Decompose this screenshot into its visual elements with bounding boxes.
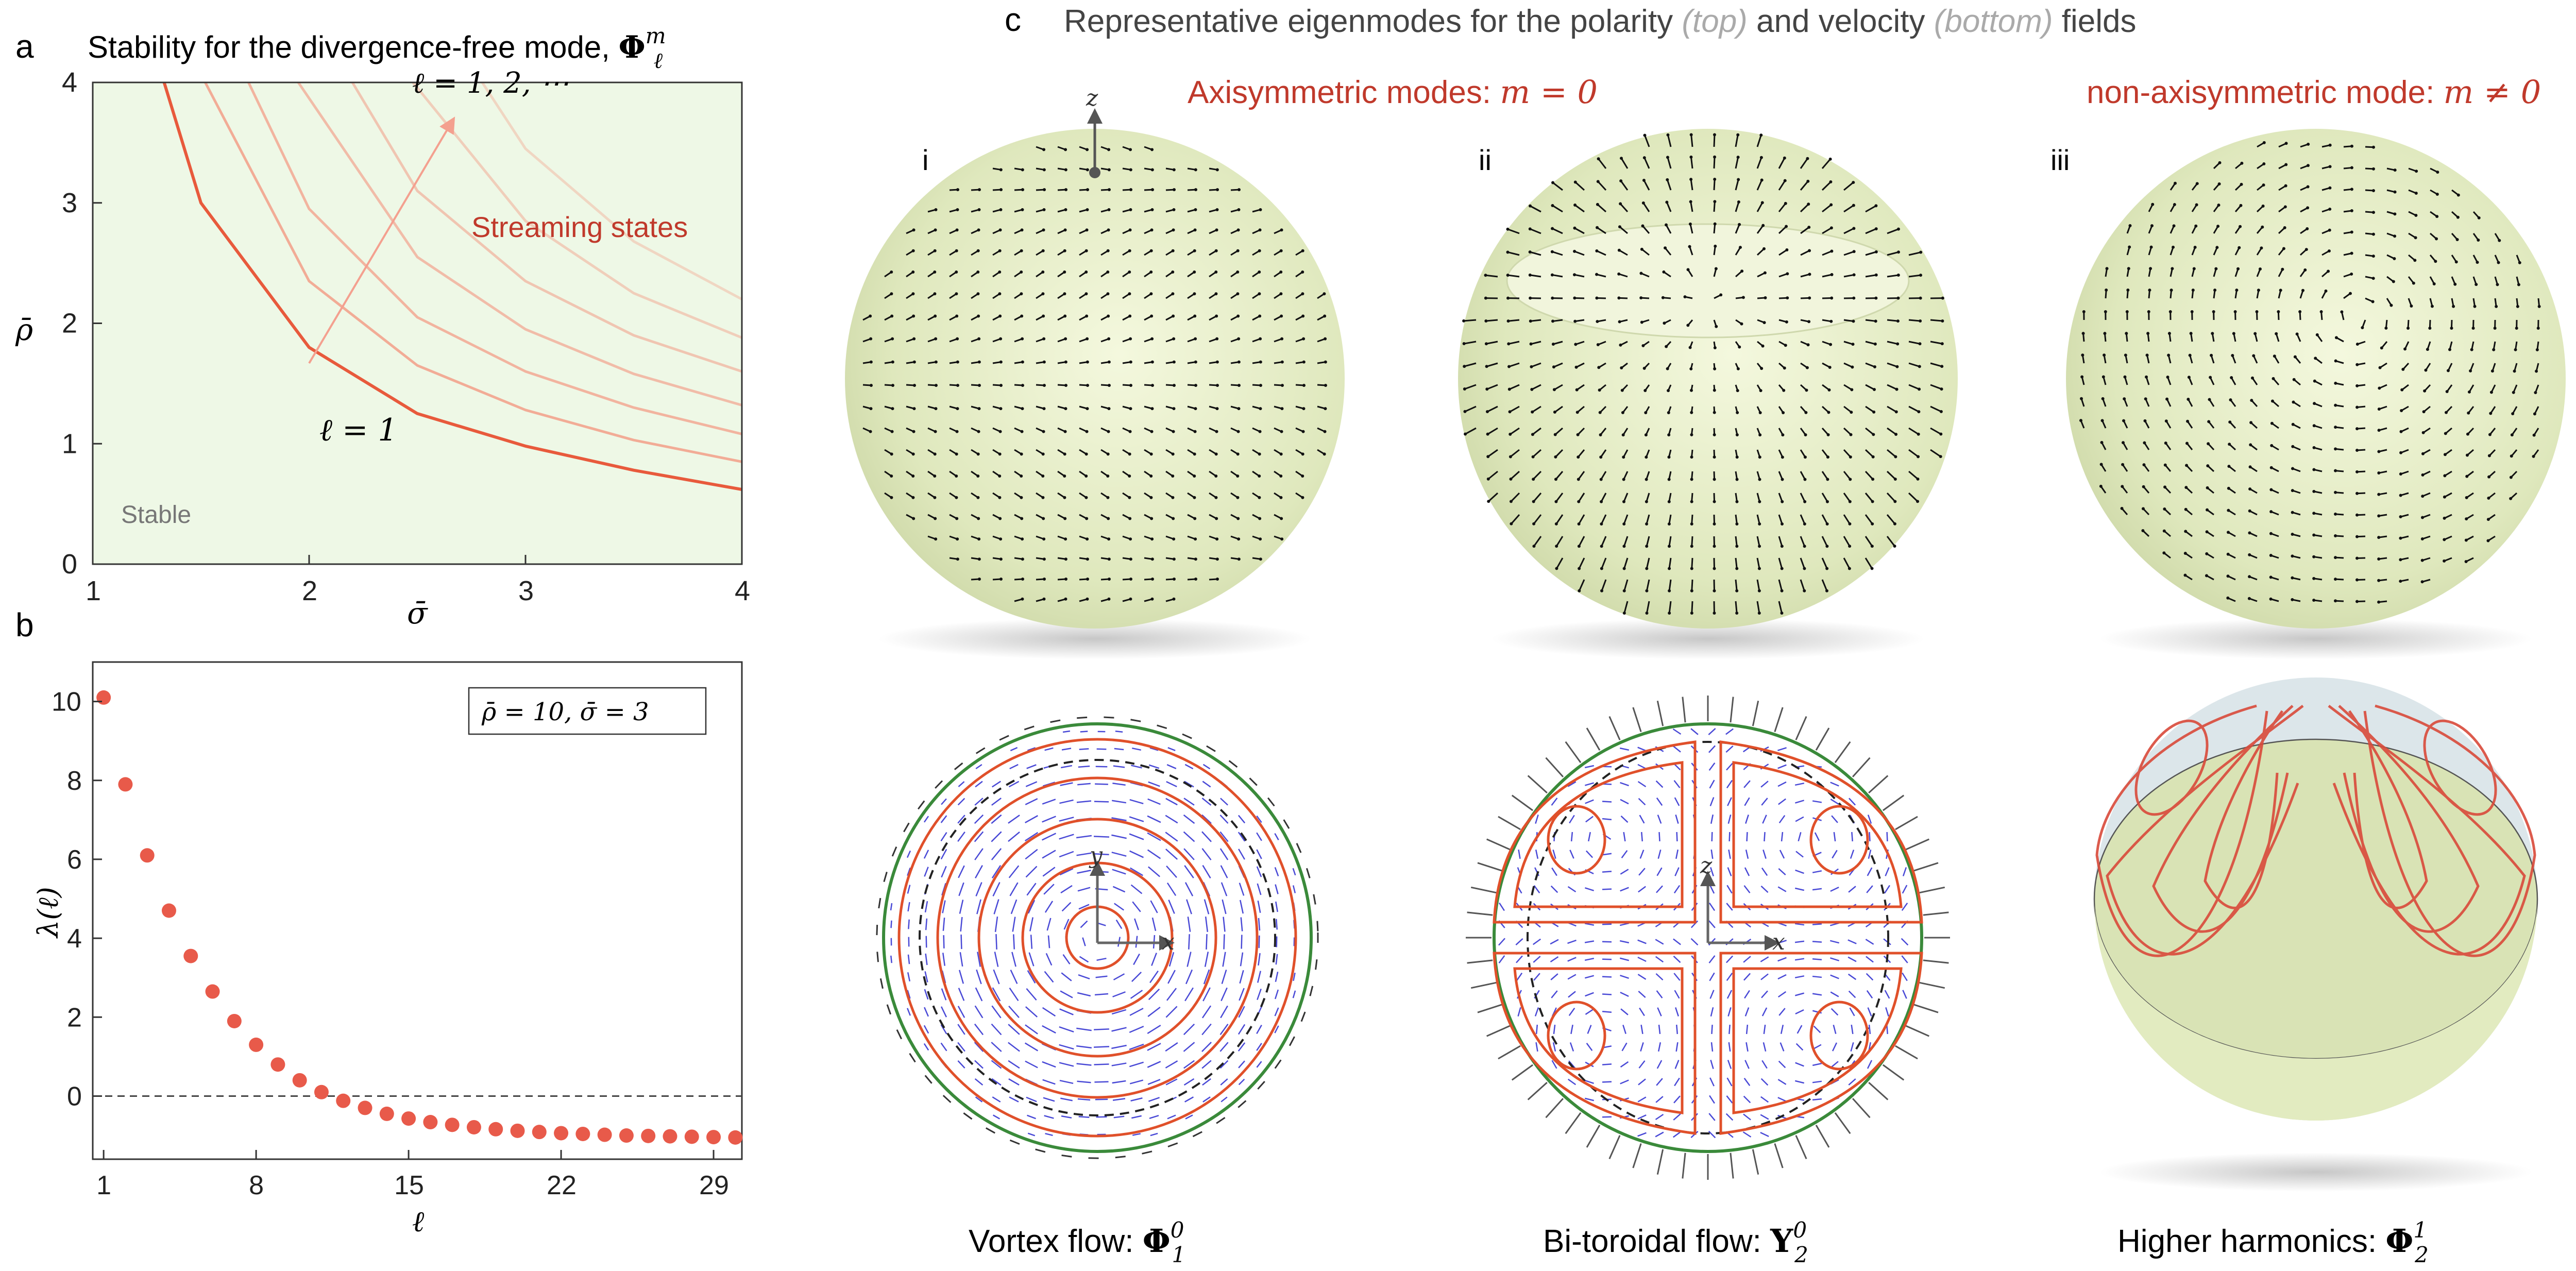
lambda-plot-frame bbox=[93, 662, 742, 1159]
lambda-plot: 1 8 15 22 29 0 2 4 6 8 10 bbox=[52, 687, 742, 1200]
panel-b-ylabel: λ(ℓ) bbox=[32, 887, 64, 939]
panel-a-title: Stability for the divergence-free mode, … bbox=[88, 23, 666, 73]
panel-c-letter: c bbox=[1005, 1, 1021, 38]
panel-b-ytick: 0 bbox=[67, 1081, 82, 1111]
lambda-point bbox=[162, 904, 176, 918]
lambda-point bbox=[575, 1127, 590, 1141]
annotation-l-1: ℓ = 1 bbox=[319, 412, 398, 448]
panel-b-xtick: 15 bbox=[394, 1171, 424, 1200]
panel-c-title: Representative eigenmodes for the polari… bbox=[1064, 4, 2137, 39]
panel-b-ytick: 6 bbox=[67, 845, 82, 875]
panel-b-xtick: 29 bbox=[699, 1171, 729, 1200]
panel-b-xtick: 22 bbox=[547, 1171, 577, 1200]
lambda-point bbox=[401, 1111, 416, 1126]
svg-text:z: z bbox=[1086, 85, 1098, 111]
lambda-point bbox=[685, 1129, 699, 1144]
panel-a-xtick: 4 bbox=[735, 575, 750, 606]
polarity-sphere-ii bbox=[1458, 129, 1958, 629]
stable-label: Stable bbox=[121, 501, 191, 529]
panel-b-xtick: 1 bbox=[96, 1171, 111, 1200]
lambda-point bbox=[619, 1128, 634, 1143]
axisymmetric-label: Axisymmetric modes: m = 0 bbox=[1188, 73, 1598, 111]
panel-b-xtick: 8 bbox=[249, 1171, 264, 1200]
svg-text:x: x bbox=[1162, 929, 1175, 955]
stability-plot-bg bbox=[93, 82, 742, 564]
lambda-point bbox=[598, 1128, 612, 1142]
bitoroidal-flow-disk: z x bbox=[1466, 696, 1950, 1180]
lambda-point bbox=[380, 1107, 394, 1121]
lambda-point bbox=[140, 848, 155, 862]
lambda-point bbox=[293, 1073, 307, 1088]
svg-text:x: x bbox=[1772, 929, 1785, 955]
panel-a-xtick: 1 bbox=[86, 575, 101, 606]
panel-a-xtick: 2 bbox=[302, 575, 317, 606]
panel-a-ytick: 1 bbox=[62, 428, 77, 459]
non-axisymmetric-label: non-axisymmetric mode: m ≠ 0 bbox=[2087, 73, 2541, 111]
polarity-sphere-iii bbox=[2066, 129, 2566, 629]
lambda-point bbox=[118, 777, 132, 791]
panel-a: a Stability for the divergence-free mode… bbox=[15, 23, 750, 631]
panel-a-letter: a bbox=[15, 28, 34, 65]
panel-b-ytick: 8 bbox=[67, 766, 82, 796]
lambda-point bbox=[96, 690, 111, 705]
lambda-point bbox=[488, 1122, 503, 1137]
higher-harmonics-sphere bbox=[2094, 677, 2537, 1192]
lambda-point bbox=[206, 985, 220, 999]
lambda-point bbox=[467, 1120, 481, 1134]
param-box-text: ρ̄ = 10, σ̄ = 3 bbox=[481, 698, 649, 726]
panel-b-ytick: 4 bbox=[67, 924, 82, 954]
polarity-sphere-i bbox=[845, 129, 1345, 629]
lambda-point bbox=[249, 1038, 263, 1052]
panel-a-ytick: 3 bbox=[62, 188, 77, 218]
panel-a-ylabel: ρ̄ bbox=[15, 312, 33, 347]
panel-a-ytick: 2 bbox=[62, 308, 77, 339]
streaming-states-label: Streaming states bbox=[471, 211, 688, 243]
panel-b-letter: b bbox=[15, 606, 34, 643]
lambda-point bbox=[510, 1124, 524, 1138]
lambda-point bbox=[423, 1115, 437, 1129]
lambda-point bbox=[445, 1117, 460, 1132]
roman-i: i bbox=[922, 144, 928, 176]
panel-c: c Representative eigenmodes for the pola… bbox=[845, 1, 2566, 1267]
vortex-flow-disk: y x bbox=[877, 717, 1318, 1158]
lambda-point bbox=[336, 1094, 350, 1108]
panel-a-ytick: 4 bbox=[62, 67, 77, 98]
lambda-point bbox=[532, 1125, 547, 1139]
roman-iii: iii bbox=[2050, 144, 2070, 176]
lambda-point bbox=[641, 1129, 655, 1143]
panel-b: b 1 8 15 22 29 0 2 4 6 8 10 ρ̄ = 10, σ̄ = 3 ℓ λ(ℓ) bbox=[15, 606, 742, 1239]
panel-a-xlabel: σ̄ bbox=[407, 596, 428, 631]
svg-text:z: z bbox=[1700, 853, 1713, 879]
panel-b-xlabel: ℓ bbox=[412, 1205, 425, 1239]
lambda-point bbox=[183, 949, 198, 963]
lambda-point bbox=[554, 1126, 568, 1140]
panel-b-ytick: 10 bbox=[52, 687, 81, 717]
lambda-point bbox=[663, 1129, 677, 1144]
panel-a-xtick: 3 bbox=[518, 575, 534, 606]
panel-a-ytick: 0 bbox=[62, 549, 77, 580]
roman-ii: ii bbox=[1479, 144, 1492, 176]
lambda-point bbox=[314, 1085, 329, 1099]
panel-b-ytick: 2 bbox=[67, 1003, 82, 1032]
lambda-point bbox=[358, 1100, 372, 1115]
lambda-point bbox=[728, 1130, 742, 1145]
annotation-l-series: ℓ = 1, 2, ⋯ bbox=[412, 66, 569, 100]
lambda-point bbox=[706, 1130, 721, 1144]
svg-text:y: y bbox=[1089, 842, 1103, 869]
lambda-point bbox=[270, 1057, 285, 1072]
lambda-point bbox=[227, 1014, 242, 1028]
